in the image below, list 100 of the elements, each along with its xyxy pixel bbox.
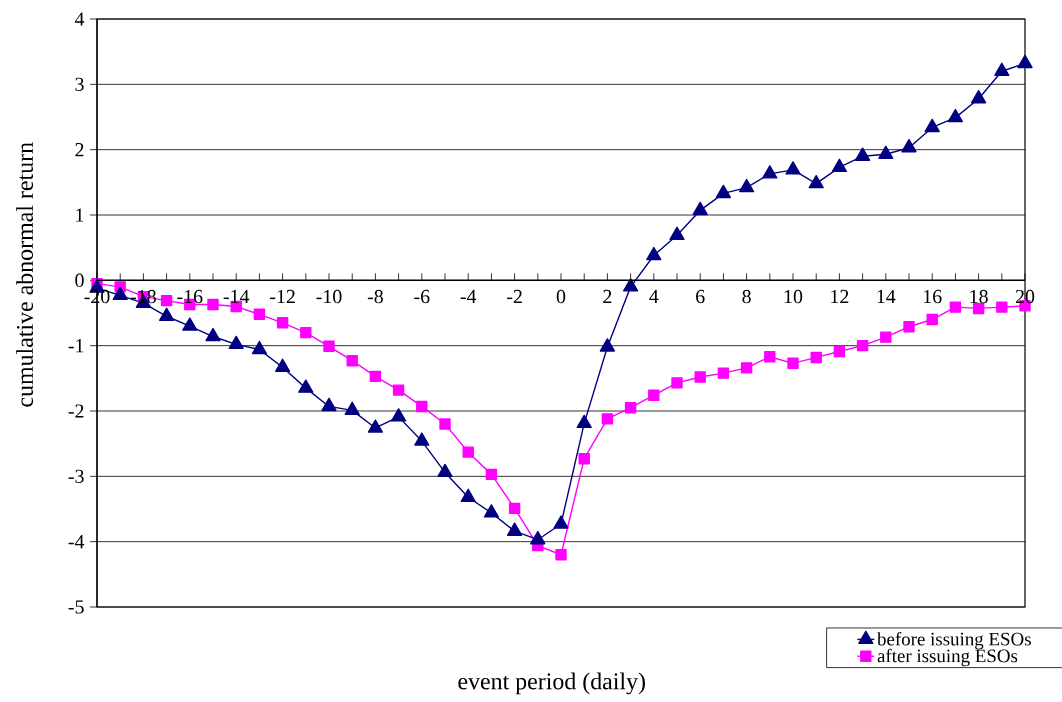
legend-label: after issuing ESOs xyxy=(877,648,1018,667)
point xyxy=(576,414,592,429)
point xyxy=(228,335,244,350)
y-tick-label: -4 xyxy=(68,535,85,549)
point xyxy=(530,531,546,545)
y-tick-label: 0 xyxy=(75,273,84,288)
y-tick-label: 4 xyxy=(74,12,85,26)
point xyxy=(437,463,453,478)
point xyxy=(880,331,892,343)
point xyxy=(764,351,776,363)
x-tick-label: 2 xyxy=(603,289,612,304)
point xyxy=(1017,54,1033,69)
x-tick-label: -18 xyxy=(130,289,156,304)
point xyxy=(878,145,894,159)
point xyxy=(717,367,730,379)
point xyxy=(671,377,683,389)
x-tick-label: 18 xyxy=(970,289,988,304)
point xyxy=(903,321,915,333)
point xyxy=(924,118,940,133)
point xyxy=(578,452,590,465)
point xyxy=(207,298,219,311)
x-tick-label: 4 xyxy=(649,289,659,303)
y-tick-label: -3 xyxy=(68,469,84,484)
y-tick-label: 3 xyxy=(75,77,84,92)
point xyxy=(508,502,521,515)
point xyxy=(692,201,708,216)
x-tick-label: 14 xyxy=(877,289,896,303)
x-tick-label: -2 xyxy=(507,289,522,304)
point xyxy=(648,389,660,402)
point xyxy=(158,307,175,321)
point xyxy=(416,400,428,413)
point xyxy=(483,504,500,518)
point xyxy=(274,358,291,372)
point xyxy=(715,184,732,199)
point xyxy=(785,161,801,175)
point xyxy=(485,468,498,481)
point xyxy=(646,246,662,261)
point xyxy=(810,351,822,364)
point xyxy=(856,339,869,352)
x-tick-label: 16 xyxy=(923,289,942,304)
point xyxy=(160,294,173,307)
point xyxy=(740,362,753,374)
point xyxy=(738,178,755,193)
x-tick-label: -10 xyxy=(316,289,342,304)
point xyxy=(669,226,685,240)
point xyxy=(694,371,706,383)
point xyxy=(462,446,474,458)
point xyxy=(346,354,358,367)
point xyxy=(392,384,405,396)
y-tick-label: 2 xyxy=(75,143,84,157)
point xyxy=(555,549,567,561)
point xyxy=(460,488,476,502)
x-tick-label: 0 xyxy=(556,289,566,304)
point xyxy=(949,301,962,313)
x-tick-label: -8 xyxy=(367,289,383,304)
point xyxy=(344,401,360,416)
point xyxy=(808,174,824,189)
point xyxy=(947,108,964,123)
point xyxy=(996,301,1008,313)
point xyxy=(276,317,289,329)
point xyxy=(506,522,523,536)
x-tick-label: 8 xyxy=(742,289,751,304)
y-tick-label: -2 xyxy=(68,404,84,418)
point xyxy=(553,515,569,529)
x-tick-label: -4 xyxy=(460,289,477,303)
point xyxy=(622,278,639,292)
point xyxy=(182,317,198,331)
point xyxy=(926,313,938,326)
point xyxy=(112,286,128,301)
x-tick-label: 10 xyxy=(784,289,803,304)
point xyxy=(439,418,451,430)
point xyxy=(251,340,268,355)
point xyxy=(762,165,778,179)
point xyxy=(300,326,312,339)
point xyxy=(970,90,987,104)
point xyxy=(831,158,848,172)
point xyxy=(787,357,799,369)
x-tick-label: -14 xyxy=(223,289,250,303)
point xyxy=(994,62,1010,76)
point xyxy=(624,402,637,414)
point xyxy=(599,338,616,352)
x-tick-label: -12 xyxy=(270,289,295,304)
point xyxy=(414,432,430,446)
point xyxy=(369,370,382,383)
point xyxy=(367,419,384,433)
point xyxy=(298,379,314,393)
point xyxy=(901,139,917,153)
point xyxy=(321,397,337,412)
point xyxy=(323,340,335,353)
point xyxy=(854,147,871,161)
point xyxy=(390,408,407,422)
y-tick-label: -5 xyxy=(68,600,84,614)
point xyxy=(205,327,221,342)
x-axis-title: event period (daily) xyxy=(458,672,645,695)
y-axis-title: cumulative abnormal return xyxy=(16,142,34,407)
y-tick-label: 1 xyxy=(76,208,84,222)
y-tick-label: -1 xyxy=(68,339,84,353)
x-tick-label: -16 xyxy=(177,289,203,304)
point xyxy=(253,308,266,320)
point xyxy=(833,345,846,358)
